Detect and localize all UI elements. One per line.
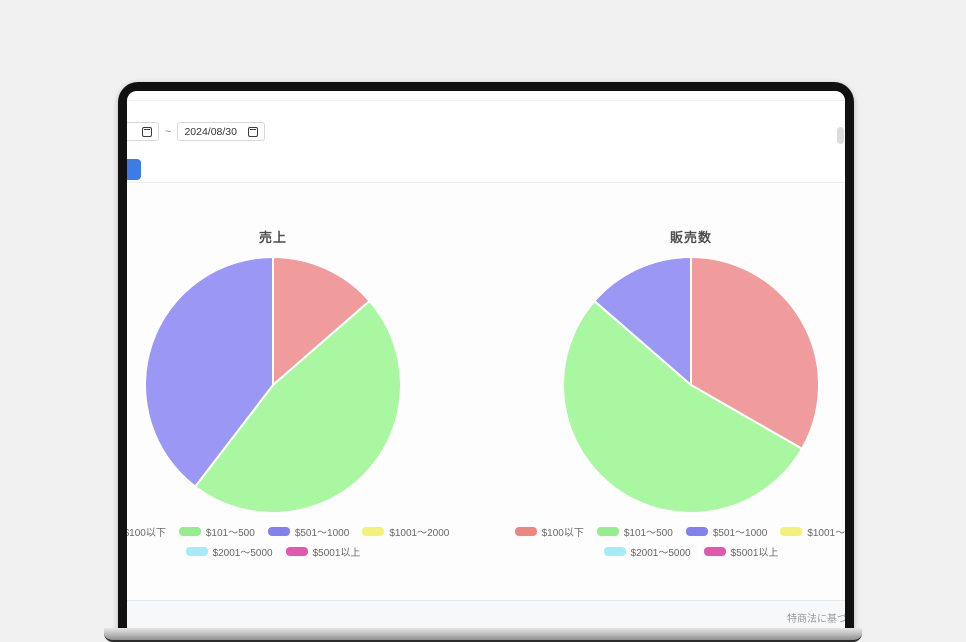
legend-label: $5001以上 [730, 548, 779, 559]
legend-swatch-icon [267, 527, 290, 536]
legend-item[interactable]: $1001〜2000 [362, 524, 449, 539]
legend-item[interactable]: $501〜1000 [685, 524, 768, 539]
calendar-icon[interactable] [142, 126, 152, 137]
legend-row: $2001〜5000 $5001以上 [545, 544, 837, 559]
laptop-base [104, 628, 862, 642]
app-header-strip [127, 91, 845, 101]
charts-row: 売上 $100以下 $101〜500 $501〜1000 $1001〜2000 $200… [127, 184, 845, 564]
chart-legend: $100以下 $101〜500 $501〜1000 $1001〜2000 $2001〜5… [127, 524, 449, 559]
date-range-picker: ~ 2024/08/30 [127, 122, 266, 141]
legend-row: $100以下 $101〜500 $501〜1000 $1001〜2000 [514, 524, 845, 539]
legend-item[interactable]: $501〜1000 [267, 524, 350, 539]
date-to-input[interactable]: 2024/08/30 [177, 122, 266, 141]
pie-slice-$101〜500[interactable] [562, 299, 803, 514]
pie-slice-$101〜500[interactable] [194, 299, 402, 514]
legend-label: $101〜500 [205, 528, 255, 539]
page-footer: 特商法に基づ [127, 600, 845, 633]
legend-label: $1001〜2000 [807, 528, 845, 539]
app-screen: ~ 2024/08/30 売上 $100以下 $101〜500 $501〜1000 $… [127, 91, 845, 633]
toolbar: ~ 2024/08/30 [127, 102, 845, 183]
calendar-icon[interactable] [248, 126, 259, 137]
pie-slice-$501〜1000[interactable] [144, 256, 274, 488]
legend-item[interactable]: $101〜500 [596, 524, 673, 539]
legend-swatch-icon [685, 527, 708, 536]
pie-chart[interactable] [561, 255, 821, 515]
chart-title: 売上 [258, 230, 287, 245]
legend-label: $100以下 [127, 528, 166, 539]
date-range-separator: ~ [165, 125, 172, 138]
legend-swatch-icon [596, 527, 619, 536]
legend-swatch-icon [185, 547, 208, 556]
legend-swatch-icon [703, 547, 726, 556]
legend-label: $101〜500 [623, 528, 673, 539]
legend-item[interactable]: $2001〜5000 [185, 544, 273, 559]
pie-slice-$501〜1000[interactable] [593, 256, 692, 386]
legend-item[interactable]: $5001以上 [703, 544, 779, 559]
legend-row: $100以下 $101〜500 $501〜1000 $1001〜2000 [127, 524, 449, 539]
chart-legend: $100以下 $101〜500 $501〜1000 $1001〜2000 $2001〜5… [514, 524, 845, 559]
units-chart-block: 販売数 $100以下 $101〜500 $501〜1000 $1001〜2000 $20… [514, 227, 845, 564]
sales-chart-block: 売上 $100以下 $101〜500 $501〜1000 $1001〜2000 $200… [127, 227, 449, 564]
legend-swatch-icon [178, 527, 201, 536]
scrollbar-thumb[interactable] [837, 127, 844, 144]
legend-label: $501〜1000 [712, 528, 768, 539]
legend-swatch-icon [603, 547, 626, 556]
legend-label: $100以下 [541, 528, 584, 539]
legend-item[interactable]: $100以下 [127, 524, 166, 539]
legend-label: $5001以上 [312, 548, 361, 559]
pie-slice-$100以下[interactable] [272, 256, 371, 386]
legend-swatch-icon [780, 527, 803, 536]
date-from-input[interactable] [127, 122, 159, 141]
legend-label: $2001〜5000 [212, 548, 273, 559]
legend-swatch-icon [362, 527, 385, 536]
legend-label: $501〜1000 [294, 528, 350, 539]
legend-swatch-icon [514, 527, 537, 536]
legend-item[interactable]: $1001〜2000 [780, 524, 845, 539]
legend-item[interactable]: $5001以上 [285, 544, 361, 559]
pie-chart[interactable] [143, 255, 403, 515]
search-button[interactable] [127, 159, 141, 180]
legend-item[interactable]: $100以下 [514, 524, 584, 539]
legend-swatch-icon [285, 547, 308, 556]
legend-item[interactable]: $2001〜5000 [603, 544, 691, 559]
legend-label: $1001〜2000 [389, 528, 450, 539]
legal-notice-link[interactable]: 特商法に基づ [787, 613, 845, 625]
pie-slice-$100以下[interactable] [690, 256, 820, 450]
legend-item[interactable]: $101〜500 [178, 524, 255, 539]
laptop-frame: ~ 2024/08/30 売上 $100以下 $101〜500 $501〜1000 $… [118, 82, 854, 642]
legend-label: $2001〜5000 [630, 548, 691, 559]
date-to-value: 2024/08/30 [184, 125, 237, 138]
main-area: 売上 $100以下 $101〜500 $501〜1000 $1001〜2000 $200… [127, 184, 845, 633]
chart-title: 販売数 [669, 230, 712, 245]
legend-row: $2001〜5000 $5001以上 [127, 544, 419, 559]
